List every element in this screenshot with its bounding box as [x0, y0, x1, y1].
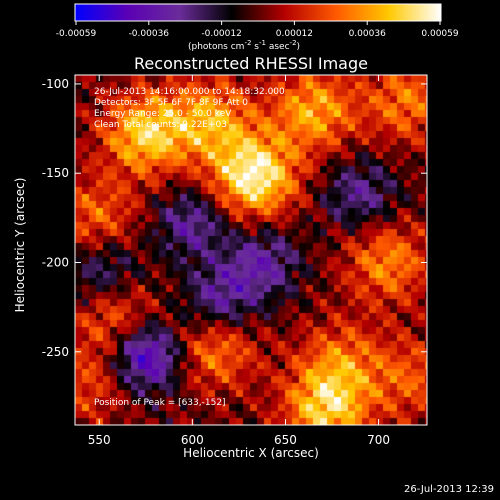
y-tick-label: -250: [42, 345, 69, 359]
heatmap-image: [75, 75, 427, 425]
timestamp: 26-Jul-2013 12:39: [403, 484, 494, 495]
y-tick-label: -200: [42, 256, 69, 270]
x-tick-label: 650: [274, 433, 297, 447]
colorbar-tick-label: -0.00059: [56, 29, 97, 39]
colorbar-tick-label: 0.00059: [421, 29, 458, 39]
colorbar-tick-label: 0.00012: [276, 29, 313, 39]
annotation-detectors: Detectors: 3F 5F 6F 7F 8F 9F Att 0: [94, 98, 249, 108]
colorbar-ticks: -0.00059 -0.00036 -0.00012 0.00012 0.00036 0.…: [56, 21, 459, 39]
annotation-energy-range: Energy Range: 25.0 - 50.0 keV: [94, 109, 232, 119]
x-tick-label: 700: [367, 433, 390, 447]
colorbar-tick-label: -0.00012: [201, 29, 241, 39]
colorbar-tick-label: 0.00036: [349, 29, 386, 39]
y-axis-label: Heliocentric Y (arcsec): [13, 177, 27, 313]
x-axis-ticks: 550 600 650 700: [88, 75, 390, 447]
colorbar-tick-label: -0.00036: [129, 29, 170, 39]
y-axis-ticks: -100 -150 -200 -250: [42, 77, 427, 359]
x-axis-label: Heliocentric X (arcsec): [183, 446, 319, 460]
x-tick-label: 550: [88, 433, 111, 447]
x-tick-label: 600: [181, 433, 204, 447]
annotation-time-range: 26-Jul-2013 14:16:00.000 to 14:18:32.000: [94, 87, 285, 97]
chart-title: Reconstructed RHESSI Image: [134, 54, 368, 73]
peak-position-label: Position of Peak = [633,-152]: [94, 398, 226, 408]
colorbar-gradient: [74, 3, 442, 22]
colorbar-units: (photons cm-2 s-1 asec-2): [188, 39, 301, 52]
plot-frame: [74, 74, 428, 426]
annotation-clean-counts: Clean Total counts: 9.22E+03: [94, 120, 227, 130]
y-tick-label: -150: [42, 166, 69, 180]
y-tick-label: -100: [42, 77, 69, 91]
